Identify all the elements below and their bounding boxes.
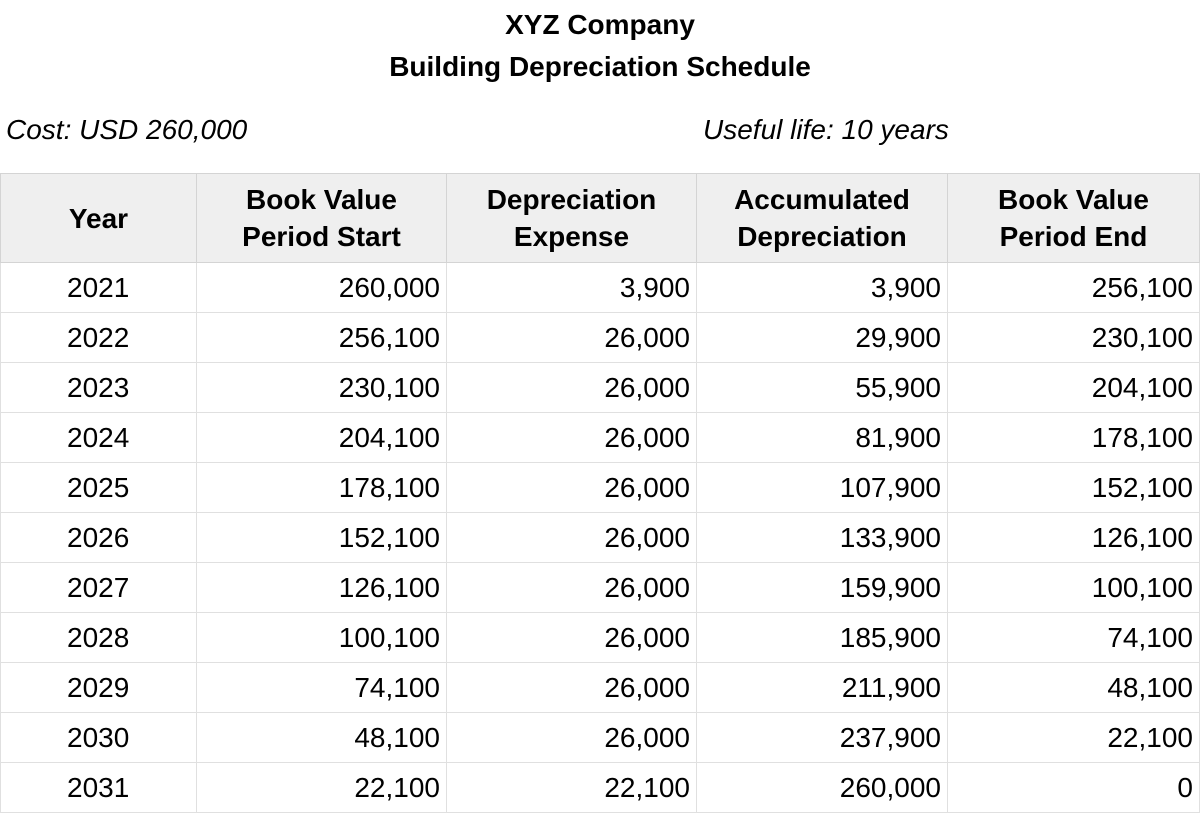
table-row: 2027 126,100 26,000 159,900 100,100 <box>0 562 1200 613</box>
depreciation-expense-cell: 26,000 <box>446 362 697 413</box>
book-value-end-cell: 178,100 <box>947 412 1200 463</box>
book-value-end-cell: 126,100 <box>947 512 1200 563</box>
accumulated-depreciation-cell: 211,900 <box>696 662 948 713</box>
title-block: XYZ Company Building Depreciation Schedu… <box>0 4 1200 88</box>
year-cell: 2030 <box>0 712 197 763</box>
table-row: 2022 256,100 26,000 29,900 230,100 <box>0 312 1200 363</box>
header-line-2: Depreciation <box>737 221 907 252</box>
header-line-1: Book Value <box>998 184 1149 215</box>
book-value-end-cell: 230,100 <box>947 312 1200 363</box>
book-value-end-cell: 48,100 <box>947 662 1200 713</box>
year-cell: 2025 <box>0 462 197 513</box>
schedule-title: Building Depreciation Schedule <box>389 51 811 82</box>
accumulated-depreciation-cell: 3,900 <box>696 262 948 313</box>
header-year-label: Year <box>68 202 129 234</box>
book-value-start-cell: 74,100 <box>196 662 447 713</box>
header-line-1: Depreciation <box>486 184 657 215</box>
accumulated-depreciation-cell: 260,000 <box>696 762 948 813</box>
book-value-start-cell: 256,100 <box>196 312 447 363</box>
book-value-start-cell: 100,100 <box>196 612 447 663</box>
table-row: 2025 178,100 26,000 107,900 152,100 <box>0 462 1200 513</box>
header-accumulated-depreciation: Accumulated Depreciation <box>696 173 948 263</box>
header-line-1: Book Value <box>246 184 397 215</box>
useful-life-label: Useful life: 10 years <box>703 114 949 145</box>
book-value-start-cell: 204,100 <box>196 412 447 463</box>
book-value-end-cell: 152,100 <box>947 462 1200 513</box>
depreciation-expense-cell: 26,000 <box>446 562 697 613</box>
accumulated-depreciation-cell: 81,900 <box>696 412 948 463</box>
table-row: 2031 22,100 22,100 260,000 0 <box>0 762 1200 813</box>
accumulated-depreciation-cell: 133,900 <box>696 512 948 563</box>
accumulated-depreciation-cell: 29,900 <box>696 312 948 363</box>
book-value-end-cell: 0 <box>947 762 1200 813</box>
depreciation-expense-cell: 26,000 <box>446 312 697 363</box>
depreciation-expense-cell: 26,000 <box>446 712 697 763</box>
accumulated-depreciation-cell: 185,900 <box>696 612 948 663</box>
depreciation-expense-cell: 26,000 <box>446 462 697 513</box>
depreciation-expense-cell: 26,000 <box>446 612 697 663</box>
table-row: 2028 100,100 26,000 185,900 74,100 <box>0 612 1200 663</box>
year-cell: 2028 <box>0 612 197 663</box>
year-cell: 2022 <box>0 312 197 363</box>
header-line-2: Period Start <box>242 221 401 252</box>
year-cell: 2023 <box>0 362 197 413</box>
depreciation-expense-cell: 22,100 <box>446 762 697 813</box>
company-title: XYZ Company <box>505 9 695 40</box>
cost-label: Cost: USD 260,000 <box>6 114 248 145</box>
year-cell: 2021 <box>0 262 197 313</box>
book-value-end-cell: 22,100 <box>947 712 1200 763</box>
book-value-start-cell: 260,000 <box>196 262 447 313</box>
book-value-end-cell: 256,100 <box>947 262 1200 313</box>
table-row: 2029 74,100 26,000 211,900 48,100 <box>0 662 1200 713</box>
depreciation-table: Year Book Value Period Start Depreciatio… <box>0 173 1200 813</box>
header-line-1: Accumulated <box>734 184 910 215</box>
table-row: 2023 230,100 26,000 55,900 204,100 <box>0 362 1200 413</box>
table-row: 2024 204,100 26,000 81,900 178,100 <box>0 412 1200 463</box>
table-row: 2030 48,100 26,000 237,900 22,100 <box>0 712 1200 763</box>
accumulated-depreciation-cell: 159,900 <box>696 562 948 613</box>
book-value-start-cell: 22,100 <box>196 762 447 813</box>
book-value-end-cell: 100,100 <box>947 562 1200 613</box>
accumulated-depreciation-cell: 107,900 <box>696 462 948 513</box>
table-row: 2021 260,000 3,900 3,900 256,100 <box>0 262 1200 313</box>
book-value-start-cell: 152,100 <box>196 512 447 563</box>
depreciation-expense-cell: 26,000 <box>446 412 697 463</box>
header-book-value-start: Book Value Period Start <box>196 173 447 263</box>
header-line-2: Period End <box>999 221 1148 252</box>
table-row: 2026 152,100 26,000 133,900 126,100 <box>0 512 1200 563</box>
depreciation-expense-cell: 26,000 <box>446 662 697 713</box>
book-value-end-cell: 74,100 <box>947 612 1200 663</box>
header-year: Year <box>0 173 197 263</box>
header-line-2: Expense <box>513 221 630 252</box>
depreciation-expense-cell: 26,000 <box>446 512 697 563</box>
header-row: Year Book Value Period Start Depreciatio… <box>0 173 1200 263</box>
book-value-end-cell: 204,100 <box>947 362 1200 413</box>
accumulated-depreciation-cell: 55,900 <box>696 362 948 413</box>
year-cell: 2027 <box>0 562 197 613</box>
book-value-start-cell: 230,100 <box>196 362 447 413</box>
year-cell: 2024 <box>0 412 197 463</box>
header-book-value-end: Book Value Period End <box>947 173 1200 263</box>
year-cell: 2031 <box>0 762 197 813</box>
accumulated-depreciation-cell: 237,900 <box>696 712 948 763</box>
book-value-start-cell: 178,100 <box>196 462 447 513</box>
year-cell: 2026 <box>0 512 197 563</box>
book-value-start-cell: 48,100 <box>196 712 447 763</box>
year-cell: 2029 <box>0 662 197 713</box>
header-depreciation-expense: Depreciation Expense <box>446 173 697 263</box>
book-value-start-cell: 126,100 <box>196 562 447 613</box>
depreciation-expense-cell: 3,900 <box>446 262 697 313</box>
